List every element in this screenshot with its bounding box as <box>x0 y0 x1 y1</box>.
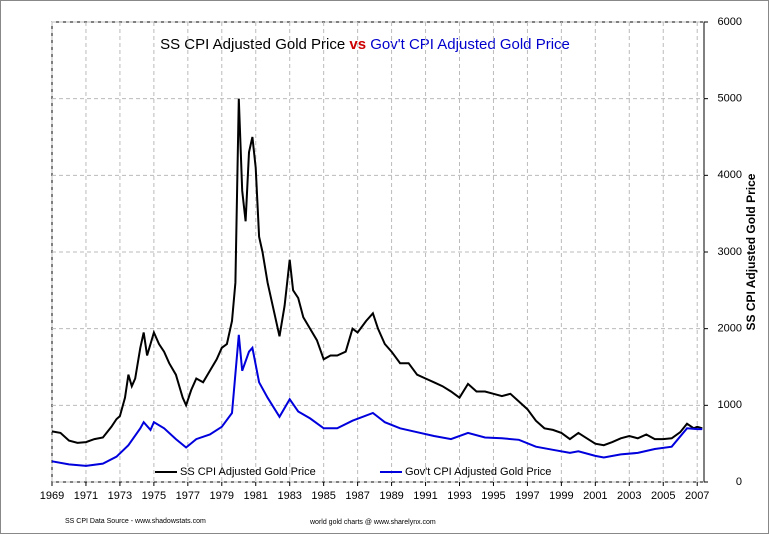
x-tick-label: 1983 <box>277 490 301 502</box>
y-tick-label: 0 <box>736 476 742 488</box>
title-part: Gov't CPI Adjusted Gold Price <box>370 36 570 53</box>
y-tick-label: 4000 <box>718 169 742 181</box>
footnote: SS CPI Data Source - www.shadowstats.com <box>65 518 206 525</box>
x-tick-label: 1971 <box>74 490 98 502</box>
legend-label: Gov't CPI Adjusted Gold Price <box>405 466 551 478</box>
x-tick-label: 1979 <box>210 490 234 502</box>
x-tick-label: 1991 <box>413 490 437 502</box>
x-tick-label: 2003 <box>617 490 641 502</box>
x-tick-label: 1989 <box>379 490 403 502</box>
x-tick-label: 1999 <box>549 490 573 502</box>
y-tick-label: 3000 <box>718 246 742 258</box>
x-tick-label: 2007 <box>685 490 709 502</box>
x-tick-label: 1969 <box>40 490 64 502</box>
y-tick-label: 2000 <box>718 323 742 335</box>
chart-title: SS CPI Adjusted Gold Price vs Gov't CPI … <box>160 36 570 53</box>
x-tick-label: 1993 <box>447 490 471 502</box>
y-tick-label: 1000 <box>718 399 742 411</box>
x-tick-label: 1975 <box>142 490 166 502</box>
x-tick-label: 1973 <box>108 490 132 502</box>
x-tick-label: 1997 <box>515 490 539 502</box>
x-tick-label: 2005 <box>651 490 675 502</box>
x-tick-label: 1985 <box>311 490 335 502</box>
series-line <box>51 98 703 447</box>
y-tick-label: 5000 <box>718 93 742 105</box>
title-part: SS CPI Adjusted Gold Price <box>160 36 345 53</box>
footnote: world gold charts @ www.sharelynx.com <box>309 519 436 526</box>
legend-label: SS CPI Adjusted Gold Price <box>180 466 316 478</box>
y-axis-label: SS CPI Adjusted Gold Price <box>744 173 758 330</box>
x-tick-label: 1981 <box>244 490 268 502</box>
x-tick-label: 2001 <box>583 490 607 502</box>
x-tick-label: 1995 <box>481 490 505 502</box>
x-tick-label: 1987 <box>345 490 369 502</box>
x-tick-label: 1977 <box>176 490 200 502</box>
series-line <box>51 334 703 467</box>
y-tick-label: 6000 <box>718 16 742 28</box>
